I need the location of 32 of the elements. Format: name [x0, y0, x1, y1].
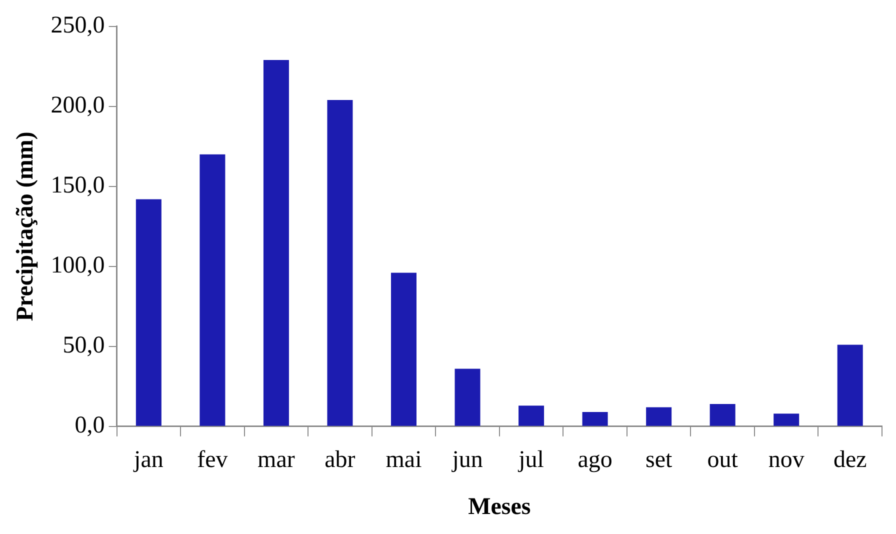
bar	[582, 412, 608, 426]
x-tick-label: set	[645, 447, 672, 474]
x-tick-label: jan	[133, 447, 164, 474]
bar	[263, 60, 289, 426]
y-axis-title: Precipitação (mm)	[12, 132, 39, 322]
x-tick-label: ago	[578, 447, 612, 474]
y-tick-label: 200,0	[50, 92, 105, 119]
x-tick-label: jul	[518, 447, 544, 474]
x-tick-label: mai	[386, 447, 422, 474]
bar	[837, 344, 863, 426]
x-tick-label: abr	[324, 447, 356, 474]
x-tick-label: dez	[833, 447, 867, 474]
bar	[200, 154, 226, 426]
x-tick-label: nov	[768, 447, 804, 474]
bar	[390, 272, 417, 426]
y-tick-label: 250,0	[50, 12, 105, 39]
x-tick-label: out	[707, 447, 738, 474]
y-tick-label: 0,0	[74, 412, 105, 439]
bar	[518, 406, 544, 426]
x-tick-label: mar	[258, 447, 295, 474]
bar	[774, 414, 800, 426]
y-tick-label: 100,0	[50, 252, 105, 279]
bar	[454, 368, 480, 426]
y-tick-label: 150,0	[50, 172, 105, 199]
bar	[710, 404, 736, 426]
x-tick-label: jun	[451, 447, 483, 474]
bar	[646, 407, 672, 426]
x-axis-title: Meses	[468, 494, 531, 520]
bar	[136, 199, 162, 426]
bar	[327, 100, 353, 426]
x-tick-label: fev	[197, 447, 228, 474]
y-tick-label: 50,0	[62, 332, 105, 359]
